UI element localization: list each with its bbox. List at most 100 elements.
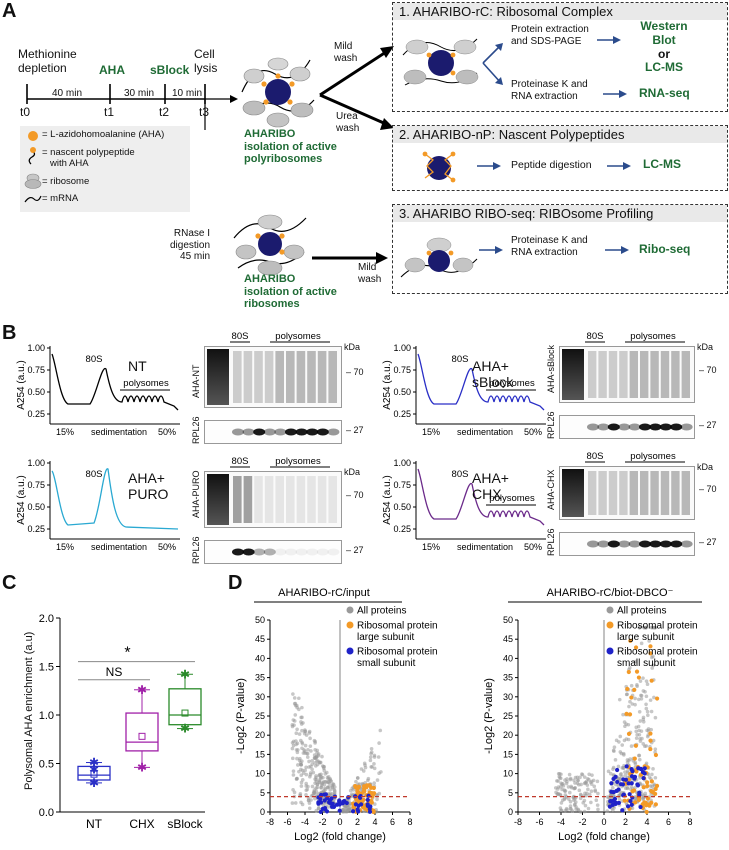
box-y-tick-label: 0.5 (39, 759, 54, 771)
panel-b-letter: B (2, 322, 17, 344)
point-all-proteins (648, 698, 653, 702)
volcano-x-tick-label: 6 (666, 817, 671, 827)
box-1-step-a: Protein extraction and SDS-PAGE (511, 24, 589, 47)
point-all-proteins (650, 655, 654, 660)
panel-c-letter: C (2, 572, 17, 594)
point-all-proteins (650, 625, 655, 630)
point-all-proteins (644, 679, 649, 683)
blot-lane (275, 351, 284, 403)
point-all-proteins (297, 696, 301, 701)
blot-lane (243, 351, 253, 403)
point-small-subunit (355, 807, 360, 812)
point-all-proteins (564, 795, 569, 799)
timeline-t3: t3 (199, 105, 210, 119)
point-all-proteins (299, 722, 304, 726)
volcano-y-tick-label: 40 (255, 653, 265, 663)
blot-lane (588, 471, 597, 515)
point-all-proteins (300, 759, 304, 763)
point-all-proteins (571, 798, 576, 802)
point-all-proteins (306, 747, 310, 752)
point-small-subunit (316, 801, 321, 806)
point-all-proteins (351, 788, 356, 792)
blot-lane (254, 476, 263, 523)
box-3-step: Proteinase K and RNA extraction (511, 235, 588, 258)
blot-lane (640, 471, 649, 515)
blot-lanes (562, 349, 690, 400)
point-large-subunit (653, 802, 658, 807)
rpl26-blot-strip (559, 532, 695, 556)
rpl26-band (607, 423, 620, 431)
legend-small-subunit-line2: small subunit (357, 658, 416, 669)
profile-trace (417, 353, 545, 411)
point-all-proteins (310, 784, 315, 789)
point-all-proteins (572, 778, 576, 783)
volcano-x-tick-label: -8 (514, 817, 522, 827)
point-all-proteins (314, 786, 318, 791)
timeline-t1: t1 (104, 105, 115, 119)
point-small-subunit (629, 802, 634, 807)
point-all-proteins (319, 785, 324, 790)
point-all-proteins (307, 731, 312, 735)
point-all-proteins (620, 743, 625, 747)
volcano-y-tick-label: 50 (503, 615, 513, 625)
bottom-complex-label: AHARIBO isolation of active ribosomes (244, 273, 337, 311)
timeline-step-sblock: sBlock (150, 63, 190, 77)
point-all-proteins (375, 797, 379, 802)
rpl26-band (618, 540, 631, 548)
point-small-subunit (337, 802, 342, 807)
point-small-subunit (625, 804, 631, 809)
point-all-proteins (291, 773, 296, 777)
rpl26-band (618, 423, 631, 431)
point-all-proteins (316, 806, 321, 811)
point-all-proteins (641, 676, 645, 680)
box-iqr (77, 765, 111, 781)
point-large-subunit (636, 797, 642, 802)
profile-y-tick-label: 0.75 (393, 365, 411, 375)
box-1-step-b: Proteinase K and RNA extraction (511, 79, 588, 102)
profile-x-start: 15% (422, 427, 440, 437)
point-large-subunit (653, 791, 658, 796)
point-all-proteins (291, 692, 295, 696)
mrna-icon (24, 195, 42, 203)
point-all-proteins (617, 796, 622, 801)
point-large-subunit (369, 791, 374, 796)
profile-x-start: 15% (56, 542, 74, 552)
rpl26-band (587, 540, 599, 548)
timeline-step-methionine: Methionine depletion (18, 47, 77, 75)
legend-mrna: = mRNA (42, 193, 79, 204)
point-all-proteins (355, 776, 360, 780)
point-all-proteins (328, 788, 333, 792)
point-all-proteins (638, 776, 642, 780)
point-small-subunit (615, 767, 620, 773)
point-all-proteins (641, 796, 646, 801)
point-all-proteins (636, 697, 641, 702)
point-all-proteins (308, 771, 313, 775)
point-all-proteins (629, 683, 634, 688)
point-small-subunit (346, 795, 351, 800)
point-all-proteins (585, 783, 590, 787)
point-all-proteins (608, 771, 613, 776)
box-iqr (168, 688, 202, 726)
point-large-subunit (645, 780, 650, 785)
point-all-proteins (644, 744, 649, 748)
blot-lane-label: AHA-CHX (546, 469, 556, 510)
point-all-proteins (305, 787, 310, 792)
point-all-proteins (300, 705, 304, 710)
point-all-proteins (635, 683, 639, 687)
point-large-subunit (645, 802, 651, 807)
workflow-box-3: 3. AHARIBO RIBO-seq: RIBOsome Profiling … (392, 204, 728, 294)
profile-y-tick-label: 1.00 (27, 343, 45, 353)
box-1-title: 1. AHARIBO-rC: Ribosomal Complex (393, 3, 727, 20)
blot-kda-label: kDa (697, 462, 714, 472)
blot-lane (243, 476, 253, 523)
point-all-proteins (573, 775, 578, 780)
blot-lane (296, 476, 306, 523)
point-all-proteins (310, 758, 314, 763)
western-blot-main (204, 471, 342, 528)
point-all-proteins (618, 734, 623, 739)
point-all-proteins (576, 778, 580, 783)
profile-polysome-label: polysomes (489, 378, 535, 389)
box-3-output: Ribo-seq (639, 242, 691, 256)
box-iqr (125, 712, 159, 752)
box-y-tick-label: 1.5 (39, 662, 54, 674)
